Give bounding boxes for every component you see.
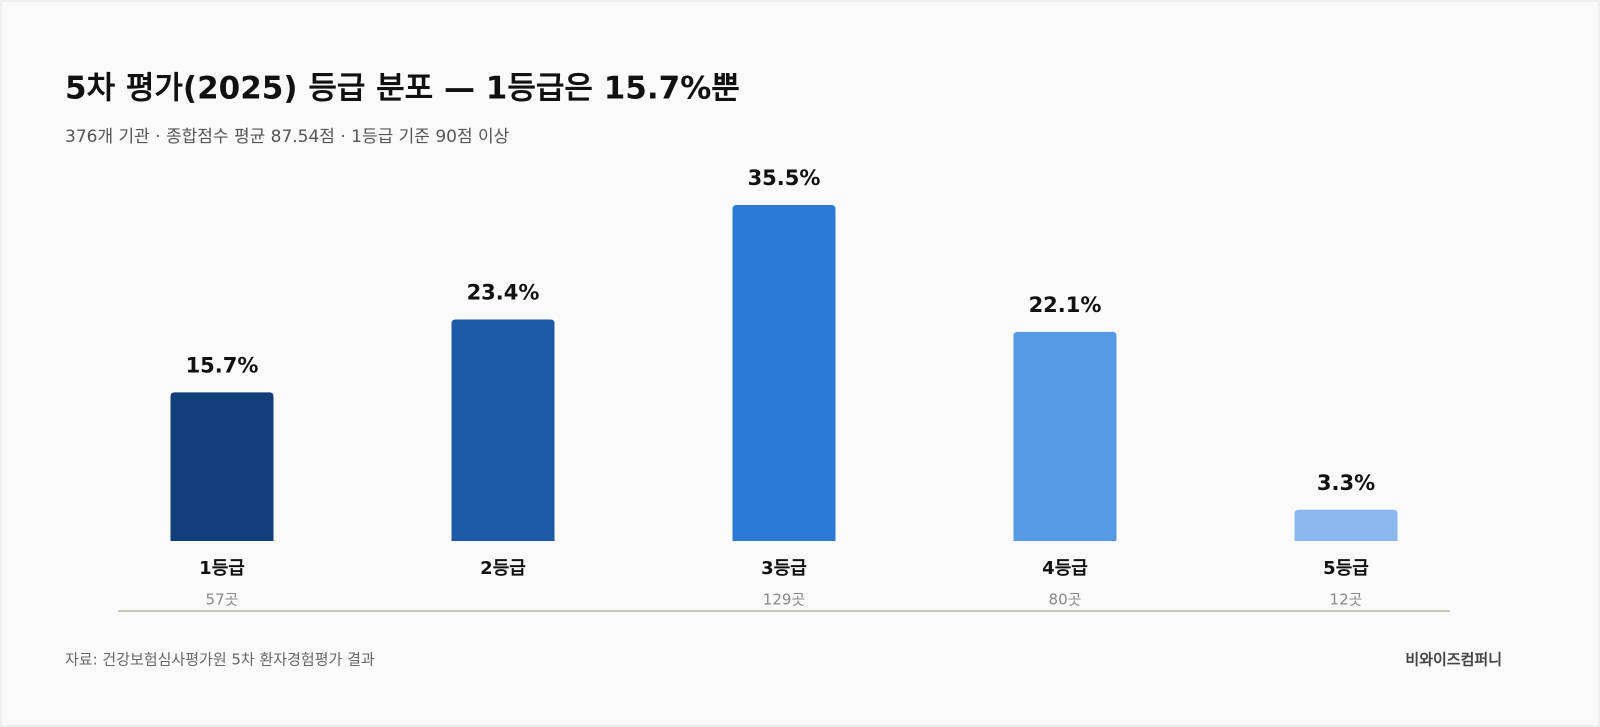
x-tick-label: 2등급 (480, 558, 526, 579)
value-label: 22.1% (1029, 293, 1102, 317)
count-label: 57곳 (206, 591, 239, 609)
bar (451, 319, 555, 541)
value-label: 3.3% (1317, 471, 1375, 495)
count-label: 12곳 (1330, 591, 1363, 609)
bar (732, 205, 836, 541)
bar (1294, 509, 1398, 541)
source-note: 자료: 건강보험심사평가원 5차 환자경험평가 결과 (65, 651, 375, 669)
chart-subtitle: 376개 기관 · 종합점수 평균 87.54점 · 1등급 기준 90점 이상 (65, 127, 510, 147)
x-tick-label: 3등급 (761, 558, 807, 579)
x-tick-label: 5등급 (1323, 558, 1369, 579)
x-tick-label: 4등급 (1042, 558, 1088, 579)
bar (1013, 331, 1117, 541)
count-label: 129곳 (763, 591, 805, 609)
value-label: 15.7% (186, 353, 259, 377)
chart-title: 5차 평가(2025) 등급 분포 — 1등급은 15.7%뿐 (65, 71, 740, 107)
value-label: 35.5% (748, 166, 821, 190)
value-label: 23.4% (467, 281, 540, 305)
bar (170, 392, 274, 541)
count-label: 80곳 (1049, 591, 1082, 609)
brand: 비와이즈컴퍼니 (1405, 651, 1502, 669)
x-tick-label: 1등급 (199, 558, 245, 579)
